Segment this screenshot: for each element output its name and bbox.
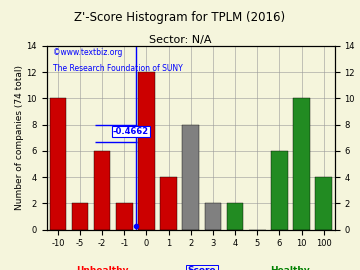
Text: Score: Score (188, 266, 216, 270)
Bar (160, 177, 177, 230)
Bar (116, 203, 132, 230)
Bar (227, 203, 243, 230)
Bar (94, 151, 111, 230)
Text: The Research Foundation of SUNY: The Research Foundation of SUNY (53, 64, 182, 73)
Bar (204, 203, 221, 230)
Y-axis label: Number of companies (74 total): Number of companies (74 total) (15, 65, 24, 210)
Bar (315, 177, 332, 230)
Text: ©www.textbiz.org: ©www.textbiz.org (53, 48, 122, 57)
Bar (72, 203, 88, 230)
Bar (271, 151, 288, 230)
Bar (138, 72, 155, 230)
Text: Sector: N/A: Sector: N/A (149, 35, 211, 45)
Text: -0.4662: -0.4662 (113, 127, 149, 136)
Text: Healthy: Healthy (271, 266, 310, 270)
Bar (50, 98, 66, 230)
Bar (293, 98, 310, 230)
Text: Z'-Score Histogram for TPLM (2016): Z'-Score Histogram for TPLM (2016) (75, 11, 285, 24)
Bar (183, 124, 199, 230)
Text: Unhealthy: Unhealthy (76, 266, 129, 270)
